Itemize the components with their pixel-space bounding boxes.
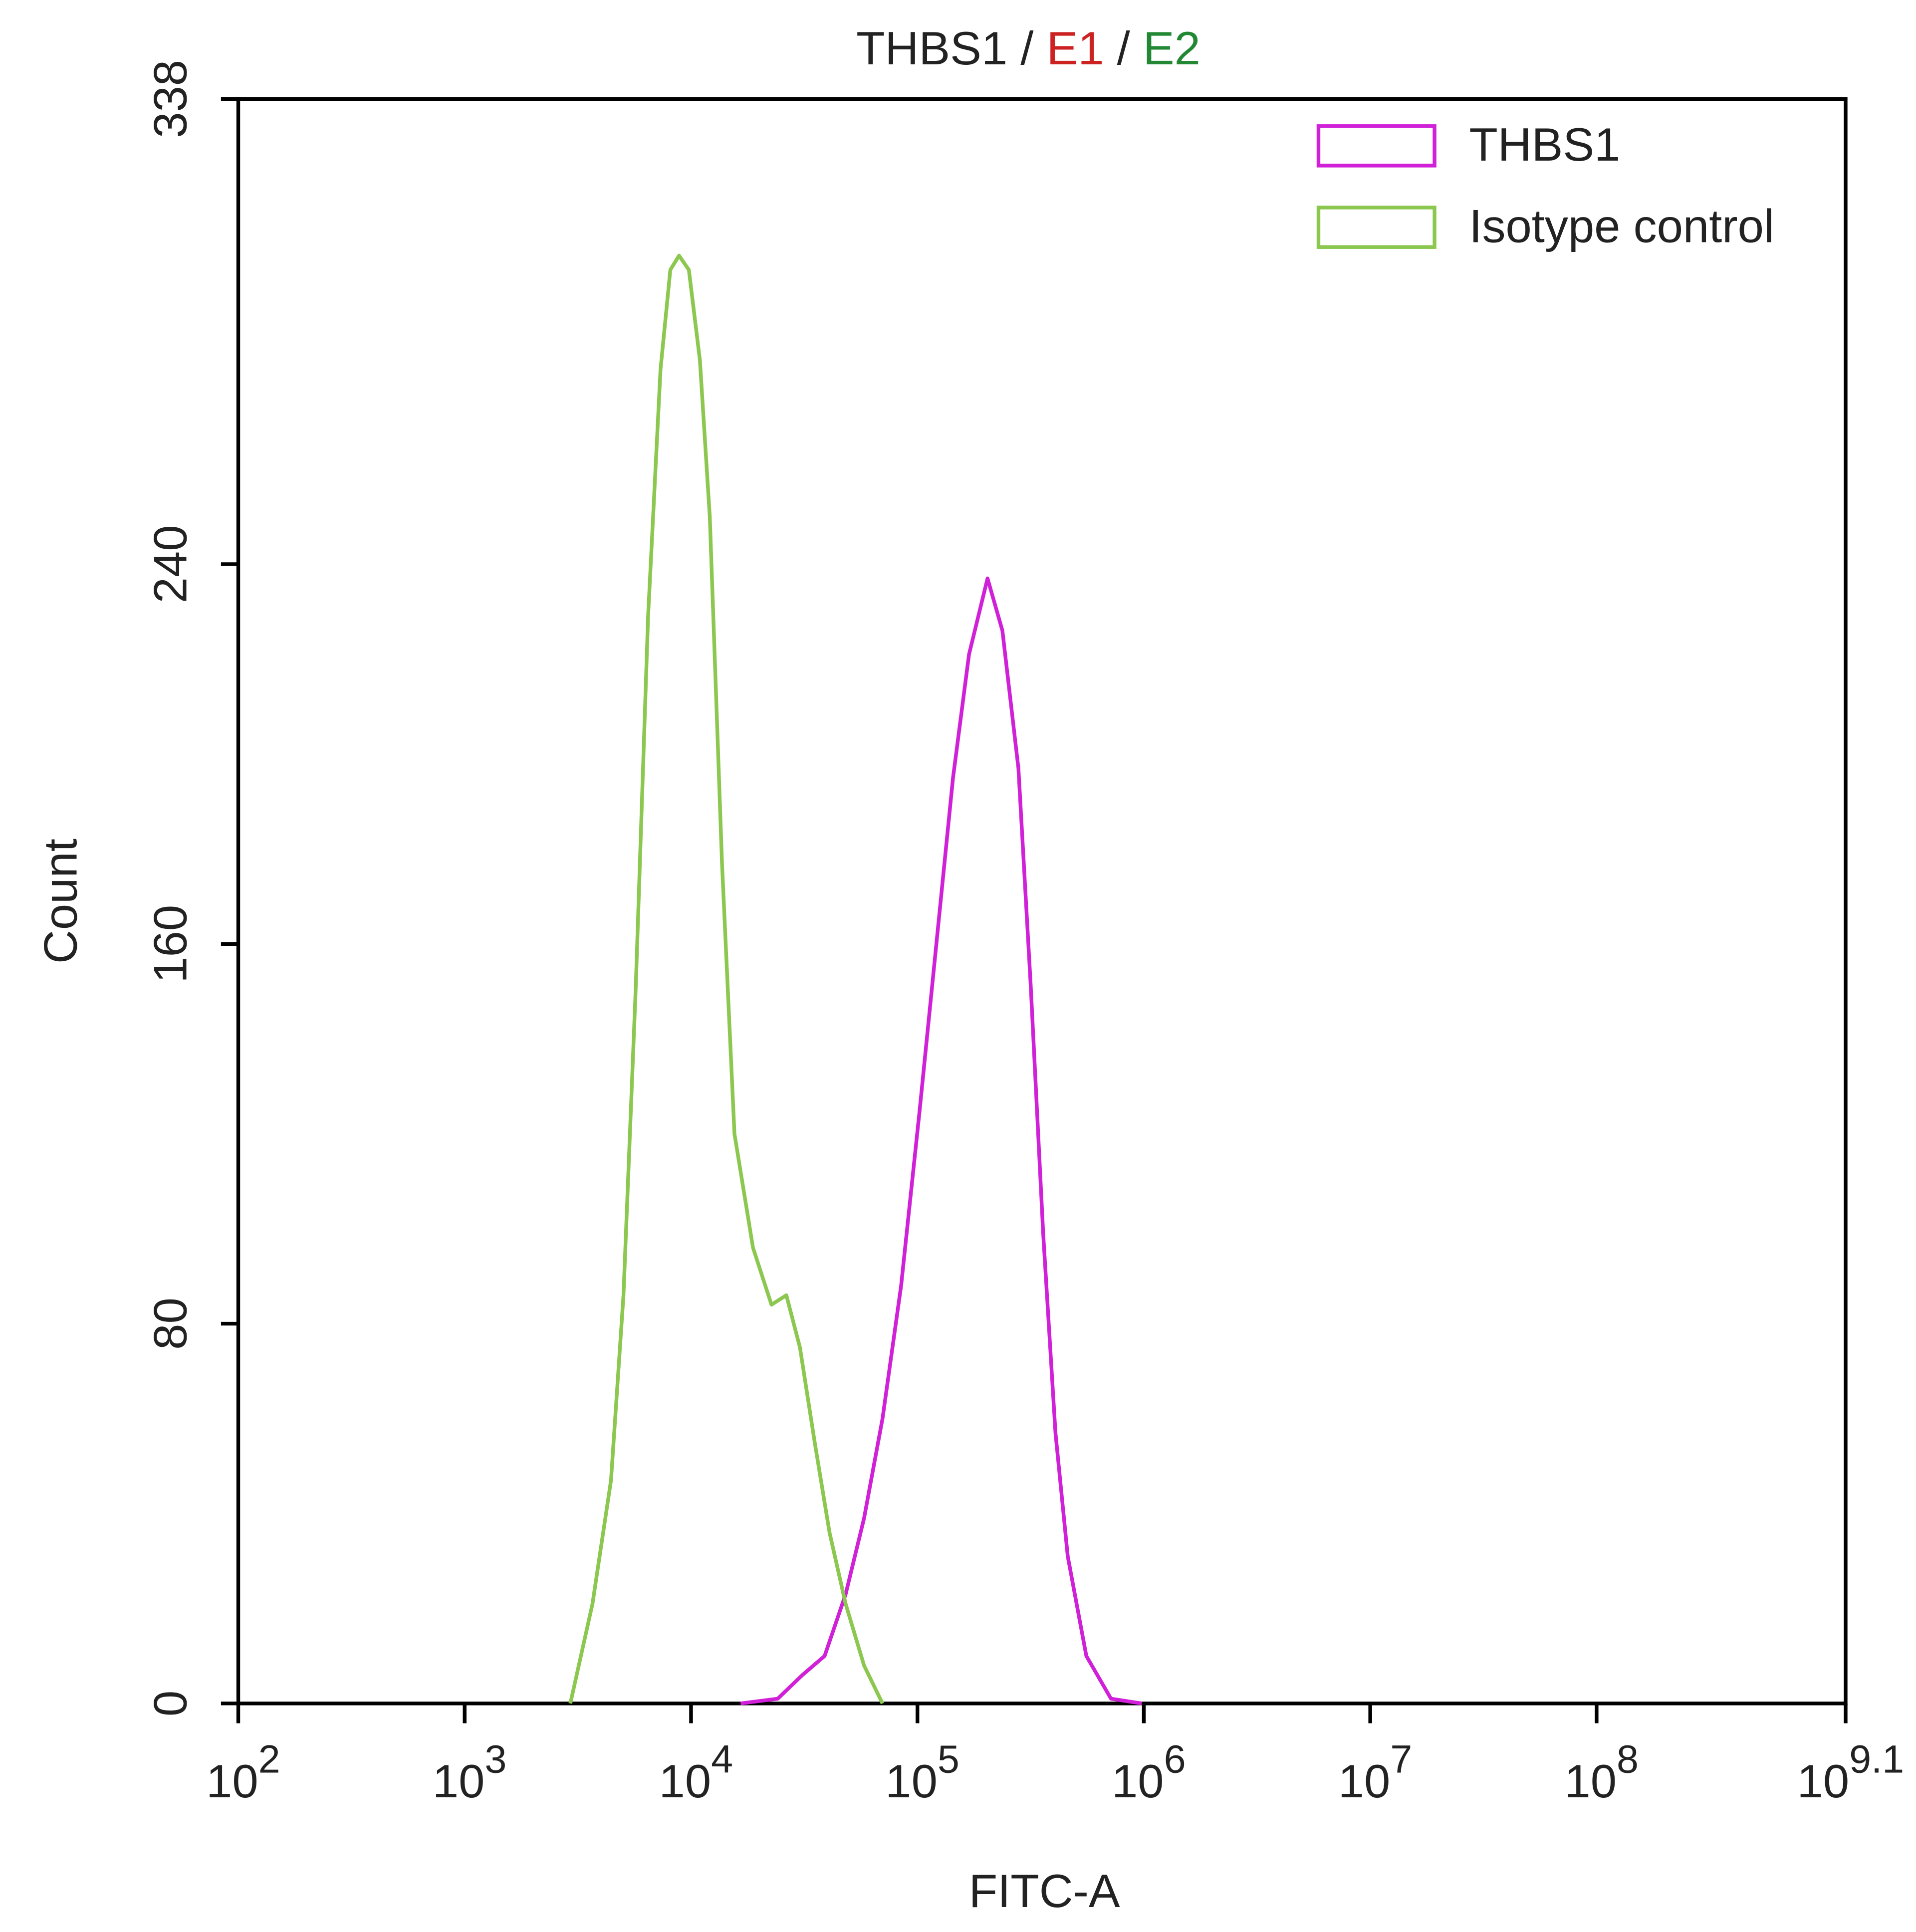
x-tick-label: 109.1 <box>1797 1736 1905 1807</box>
y-axis-label: Count <box>34 839 86 964</box>
x-tick-exponent: 9.1 <box>1849 1736 1904 1781</box>
title-part: E2 <box>1143 22 1200 74</box>
plot-frame <box>236 97 1848 1706</box>
title-part: / <box>1020 22 1034 74</box>
x-tick-label: 105 <box>885 1736 959 1807</box>
legend-label: THBS1 <box>1469 118 1620 171</box>
legend-label: Isotype control <box>1469 200 1774 252</box>
legend-swatch <box>1316 124 1437 168</box>
y-tick-label: 0 <box>144 1691 197 1717</box>
chart-title: THBS1 / E1 / E2 <box>856 22 1200 74</box>
x-tick-label: 102 <box>206 1736 280 1807</box>
x-tick-exponent: 4 <box>711 1736 733 1781</box>
y-tick-label: 240 <box>144 525 197 604</box>
x-tick-base: 10 <box>1112 1755 1164 1807</box>
title-part: E1 <box>1047 22 1104 74</box>
x-tick-base: 10 <box>1564 1755 1617 1807</box>
y-tick-label: 338 <box>144 60 197 138</box>
x-tick-base: 10 <box>1797 1755 1850 1807</box>
x-tick-label: 106 <box>1112 1736 1186 1807</box>
x-axis-label: FITC-A <box>969 1865 1120 1917</box>
x-tick-base: 10 <box>433 1755 485 1807</box>
series-line <box>568 253 885 1705</box>
y-tick-label: 160 <box>144 905 197 983</box>
x-tick-label: 107 <box>1338 1736 1413 1807</box>
title-part: / <box>1117 22 1131 74</box>
x-tick-base: 10 <box>206 1755 258 1807</box>
x-tick-base: 10 <box>659 1755 712 1807</box>
y-tick-label: 80 <box>144 1297 197 1350</box>
x-tick-label: 103 <box>433 1736 507 1807</box>
x-tick-exponent: 8 <box>1617 1736 1639 1781</box>
x-tick-label: 108 <box>1564 1736 1639 1807</box>
x-tick-base: 10 <box>1338 1755 1391 1807</box>
title-part: THBS1 <box>856 22 1007 74</box>
x-tick-exponent: 7 <box>1390 1736 1412 1781</box>
x-tick-exponent: 2 <box>258 1736 280 1781</box>
x-tick-label: 104 <box>659 1736 733 1807</box>
legend-swatch <box>1316 206 1437 249</box>
x-tick-exponent: 3 <box>484 1736 506 1781</box>
x-tick-exponent: 6 <box>1164 1736 1186 1781</box>
x-tick-exponent: 5 <box>938 1736 959 1781</box>
series-line <box>740 576 1142 1706</box>
x-tick-base: 10 <box>885 1755 938 1807</box>
